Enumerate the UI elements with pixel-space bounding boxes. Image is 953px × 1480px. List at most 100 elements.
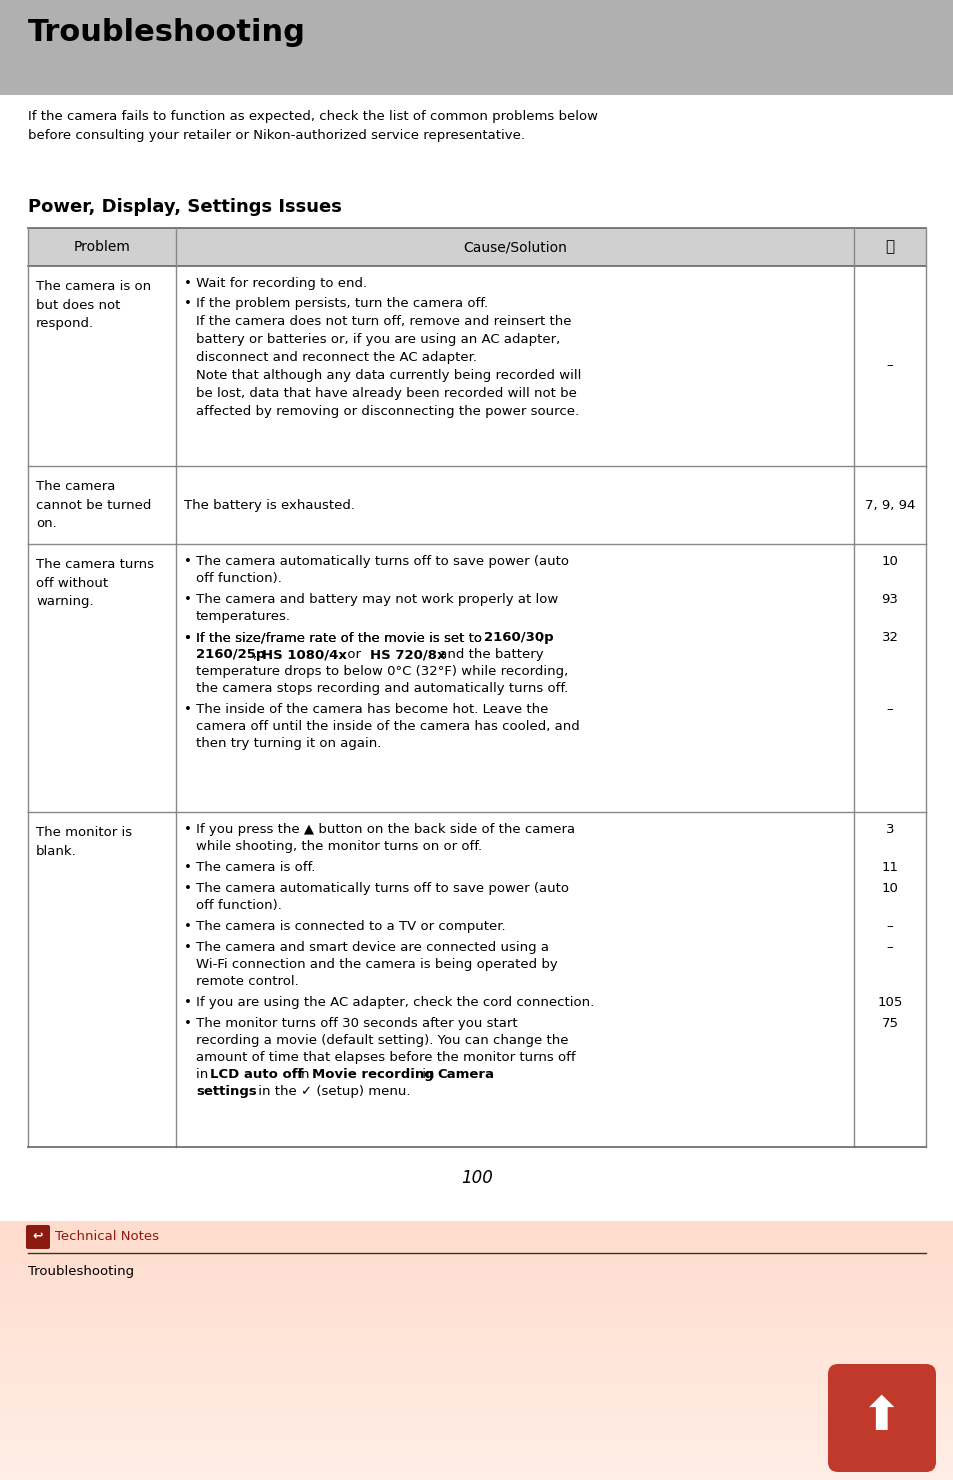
- Text: ↩: ↩: [32, 1230, 43, 1243]
- FancyBboxPatch shape: [0, 1397, 953, 1403]
- Text: in: in: [417, 1069, 438, 1080]
- FancyBboxPatch shape: [0, 1410, 953, 1415]
- FancyBboxPatch shape: [0, 1458, 953, 1462]
- Text: amount of time that elapses before the monitor turns off: amount of time that elapses before the m…: [195, 1051, 575, 1064]
- Text: then try turning it on again.: then try turning it on again.: [195, 737, 381, 750]
- FancyBboxPatch shape: [0, 1273, 953, 1277]
- Text: Camera: Camera: [436, 1069, 494, 1080]
- Text: in the ✓ (setup) menu.: in the ✓ (setup) menu.: [253, 1085, 410, 1098]
- FancyBboxPatch shape: [0, 1298, 953, 1304]
- FancyBboxPatch shape: [0, 1307, 953, 1313]
- Text: 100: 100: [460, 1169, 493, 1187]
- Text: –: –: [885, 941, 892, 955]
- Text: recording a movie (default setting). You can change the: recording a movie (default setting). You…: [195, 1035, 568, 1046]
- Text: • The camera is off.: • The camera is off.: [184, 861, 315, 875]
- FancyBboxPatch shape: [0, 1453, 953, 1458]
- Text: • The camera is connected to a TV or computer.: • The camera is connected to a TV or com…: [184, 921, 505, 932]
- Text: • If the problem persists, turn the camera off.: • If the problem persists, turn the came…: [184, 297, 488, 309]
- Text: , or: , or: [338, 648, 365, 662]
- FancyBboxPatch shape: [28, 266, 925, 466]
- FancyBboxPatch shape: [0, 1234, 953, 1239]
- FancyBboxPatch shape: [26, 1225, 50, 1249]
- FancyBboxPatch shape: [0, 1427, 953, 1433]
- FancyBboxPatch shape: [0, 1302, 953, 1308]
- FancyBboxPatch shape: [0, 1289, 953, 1295]
- Text: 2160/25p: 2160/25p: [195, 648, 265, 662]
- Text: • The camera and smart device are connected using a: • The camera and smart device are connec…: [184, 941, 548, 955]
- FancyBboxPatch shape: [0, 1251, 953, 1257]
- Text: in: in: [195, 1069, 213, 1080]
- FancyBboxPatch shape: [0, 1368, 953, 1372]
- FancyBboxPatch shape: [0, 1431, 953, 1437]
- Text: 93: 93: [881, 593, 898, 605]
- FancyBboxPatch shape: [0, 1221, 953, 1227]
- Text: 75: 75: [881, 1017, 898, 1030]
- Text: while shooting, the monitor turns on or off.: while shooting, the monitor turns on or …: [195, 841, 481, 852]
- FancyBboxPatch shape: [0, 1363, 953, 1368]
- FancyBboxPatch shape: [0, 1424, 953, 1428]
- Text: Technical Notes: Technical Notes: [55, 1230, 159, 1243]
- Text: • If you are using the AC adapter, check the cord connection.: • If you are using the AC adapter, check…: [184, 996, 594, 1009]
- FancyBboxPatch shape: [0, 1294, 953, 1299]
- Text: 105: 105: [877, 996, 902, 1009]
- Text: –: –: [885, 360, 892, 373]
- Text: 2160/30p: 2160/30p: [483, 630, 553, 644]
- FancyBboxPatch shape: [0, 1372, 953, 1376]
- FancyBboxPatch shape: [0, 1230, 953, 1234]
- FancyBboxPatch shape: [28, 466, 925, 545]
- Text: Wi-Fi connection and the camera is being operated by: Wi-Fi connection and the camera is being…: [195, 958, 558, 971]
- Text: ,: ,: [253, 648, 261, 662]
- Text: HS 720/8x: HS 720/8x: [370, 648, 445, 662]
- FancyBboxPatch shape: [0, 1333, 953, 1338]
- FancyBboxPatch shape: [28, 545, 925, 813]
- FancyBboxPatch shape: [0, 1388, 953, 1394]
- Text: The camera turns
off without
warning.: The camera turns off without warning.: [36, 558, 153, 608]
- Text: and the battery: and the battery: [435, 648, 543, 662]
- Text: The battery is exhausted.: The battery is exhausted.: [184, 499, 355, 512]
- Text: remote control.: remote control.: [195, 975, 298, 989]
- FancyBboxPatch shape: [0, 1336, 953, 1342]
- Text: • The camera automatically turns off to save power (auto: • The camera automatically turns off to …: [184, 882, 568, 895]
- Text: settings: settings: [195, 1085, 256, 1098]
- Text: Cause/Solution: Cause/Solution: [462, 240, 566, 255]
- Text: 10: 10: [881, 555, 898, 568]
- Text: ⬆: ⬆: [862, 1396, 901, 1440]
- FancyBboxPatch shape: [0, 1350, 953, 1356]
- Text: • If the size/frame rate of the movie is set to: • If the size/frame rate of the movie is…: [184, 630, 486, 644]
- Text: • The inside of the camera has become hot. Leave the: • The inside of the camera has become ho…: [184, 703, 548, 716]
- FancyBboxPatch shape: [0, 1246, 953, 1252]
- Text: off function).: off function).: [195, 571, 281, 585]
- Text: camera off until the inside of the camera has cooled, and: camera off until the inside of the camer…: [195, 719, 579, 733]
- Text: • If the size/frame rate of the movie is set to: • If the size/frame rate of the movie is…: [184, 630, 486, 644]
- Text: Movie recording: Movie recording: [312, 1069, 434, 1080]
- Text: • Wait for recording to end.: • Wait for recording to end.: [184, 277, 367, 290]
- FancyBboxPatch shape: [0, 1384, 953, 1390]
- Text: 3: 3: [884, 823, 893, 836]
- Text: LCD auto off: LCD auto off: [210, 1069, 303, 1080]
- FancyBboxPatch shape: [0, 1467, 953, 1471]
- FancyBboxPatch shape: [0, 1393, 953, 1399]
- FancyBboxPatch shape: [0, 1436, 953, 1442]
- Text: in: in: [293, 1069, 314, 1080]
- FancyBboxPatch shape: [0, 1282, 953, 1286]
- FancyBboxPatch shape: [0, 1286, 953, 1291]
- Text: 32: 32: [881, 630, 898, 644]
- FancyBboxPatch shape: [0, 1277, 953, 1282]
- FancyBboxPatch shape: [0, 1379, 953, 1385]
- FancyBboxPatch shape: [28, 228, 925, 266]
- FancyBboxPatch shape: [0, 1444, 953, 1450]
- FancyBboxPatch shape: [0, 1268, 953, 1274]
- FancyBboxPatch shape: [0, 1264, 953, 1270]
- FancyBboxPatch shape: [0, 1320, 953, 1325]
- FancyBboxPatch shape: [0, 1462, 953, 1467]
- FancyBboxPatch shape: [0, 1474, 953, 1480]
- FancyBboxPatch shape: [0, 1402, 953, 1407]
- FancyBboxPatch shape: [0, 1341, 953, 1347]
- Text: Power, Display, Settings Issues: Power, Display, Settings Issues: [28, 198, 341, 216]
- Text: • The monitor turns off 30 seconds after you start: • The monitor turns off 30 seconds after…: [184, 1017, 517, 1030]
- FancyBboxPatch shape: [827, 1365, 935, 1473]
- Text: 7, 9, 94: 7, 9, 94: [864, 499, 914, 512]
- Text: The camera is on
but does not
respond.: The camera is on but does not respond.: [36, 280, 151, 330]
- FancyBboxPatch shape: [0, 1239, 953, 1243]
- Text: –: –: [885, 921, 892, 932]
